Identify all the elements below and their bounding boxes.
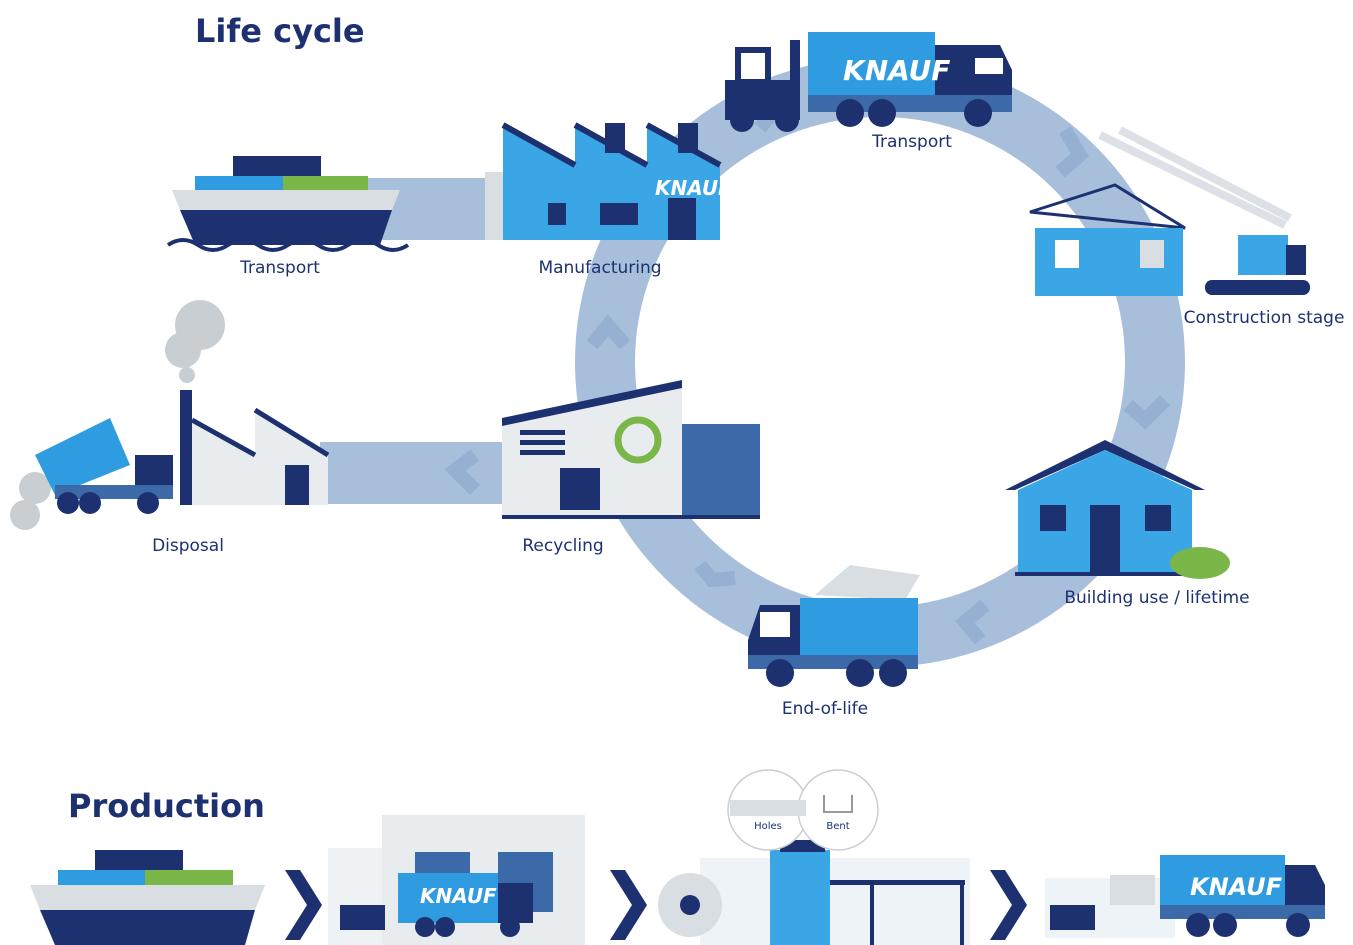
machine (658, 770, 970, 945)
stage-label: Manufacturing (538, 258, 661, 278)
infographic: Life cycle Transport KNAUF Manufacturing… (0, 0, 1353, 945)
stage-label: Building use / lifetime (1064, 588, 1249, 608)
stage-label: End-of-life (782, 699, 868, 719)
flow-band (320, 442, 510, 504)
logo: KNAUF (843, 54, 950, 87)
recycling-icon (502, 380, 760, 519)
title: Production (68, 787, 265, 825)
detail-label: Holes (754, 821, 782, 832)
stage-label: Transport (871, 132, 952, 152)
detail-label: Bent (826, 821, 849, 832)
stage-label: Recycling (522, 536, 603, 556)
stage-label: Disposal (152, 536, 224, 556)
house-icon (1005, 440, 1230, 579)
title: Life cycle (195, 12, 365, 50)
production-truck: KNAUF (1045, 855, 1325, 938)
logo: KNAUF (655, 176, 732, 200)
ship-icon (168, 156, 408, 250)
disposal-icon (10, 300, 328, 530)
stage-label: Construction stage (1184, 308, 1345, 328)
warehouse: KNAUF (328, 815, 585, 945)
factory-icon: KNAUF (485, 123, 732, 240)
stage-label: Transport (239, 258, 320, 278)
production-ship (30, 850, 265, 945)
logo: KNAUF (420, 884, 497, 908)
logo: KNAUF (1190, 873, 1283, 901)
